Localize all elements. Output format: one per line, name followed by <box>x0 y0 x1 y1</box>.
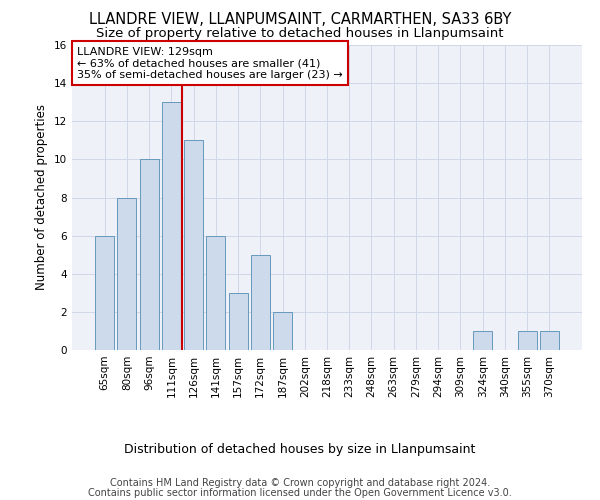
Bar <box>251 254 270 350</box>
Text: Distribution of detached houses by size in Llanpumsaint: Distribution of detached houses by size … <box>124 442 476 456</box>
Bar <box>473 331 492 350</box>
Text: LLANDRE VIEW: 129sqm
← 63% of detached houses are smaller (41)
35% of semi-detac: LLANDRE VIEW: 129sqm ← 63% of detached h… <box>77 46 343 80</box>
Text: LLANDRE VIEW, LLANPUMSAINT, CARMARTHEN, SA33 6BY: LLANDRE VIEW, LLANPUMSAINT, CARMARTHEN, … <box>89 12 511 28</box>
Bar <box>206 236 225 350</box>
Bar <box>229 293 248 350</box>
Bar <box>118 198 136 350</box>
Bar <box>95 236 114 350</box>
Y-axis label: Number of detached properties: Number of detached properties <box>35 104 49 290</box>
Text: Contains public sector information licensed under the Open Government Licence v3: Contains public sector information licen… <box>88 488 512 498</box>
Bar <box>184 140 203 350</box>
Bar <box>540 331 559 350</box>
Bar <box>518 331 536 350</box>
Bar <box>162 102 181 350</box>
Text: Contains HM Land Registry data © Crown copyright and database right 2024.: Contains HM Land Registry data © Crown c… <box>110 478 490 488</box>
Bar <box>273 312 292 350</box>
Bar <box>140 160 158 350</box>
Text: Size of property relative to detached houses in Llanpumsaint: Size of property relative to detached ho… <box>96 28 504 40</box>
